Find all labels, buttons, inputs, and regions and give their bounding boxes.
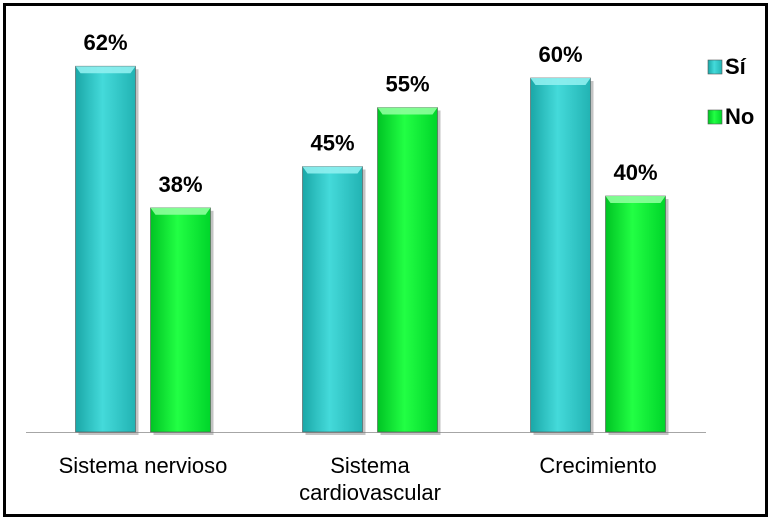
data-label-si-2: 60% (538, 42, 582, 67)
data-label-no-2: 40% (613, 160, 657, 185)
bar-no-0 (150, 207, 214, 435)
bar-si-2 (530, 77, 594, 435)
legend-item-no: No (707, 104, 754, 129)
legend: Sí No (707, 54, 754, 129)
category-label-0-0: Sistema nervioso (59, 453, 228, 478)
legend-label: No (725, 104, 754, 129)
data-label-no-1: 55% (385, 72, 429, 97)
legend-label: Sí (725, 54, 747, 79)
bar-no-2 (605, 195, 669, 435)
chart-frame: 62% 38% Sistema nervioso 45% 55% Sistema cardi… (3, 3, 768, 517)
labels-layer: 62% 38% Sistema nervioso 45% 55% Sistemacardi… (59, 30, 658, 505)
bar-chart: 62% 38% Sistema nervioso 45% 55% Sistemacardi… (26, 30, 754, 505)
legend-swatch (707, 109, 723, 125)
bar-si-1 (302, 166, 366, 435)
data-label-si-0: 62% (83, 30, 127, 55)
data-label-si-1: 45% (310, 131, 354, 156)
category-label-1-1: cardiovascular (299, 480, 441, 505)
data-label-no-0: 38% (158, 172, 202, 197)
bar-no-1 (377, 107, 441, 435)
category-label-1-0: Sistema (330, 453, 410, 478)
legend-item-si: Sí (707, 54, 747, 79)
bars-layer (26, 65, 706, 435)
legend-swatch (707, 59, 723, 75)
bar-si-0 (75, 65, 139, 435)
category-label-2-0: Crecimiento (539, 453, 656, 478)
